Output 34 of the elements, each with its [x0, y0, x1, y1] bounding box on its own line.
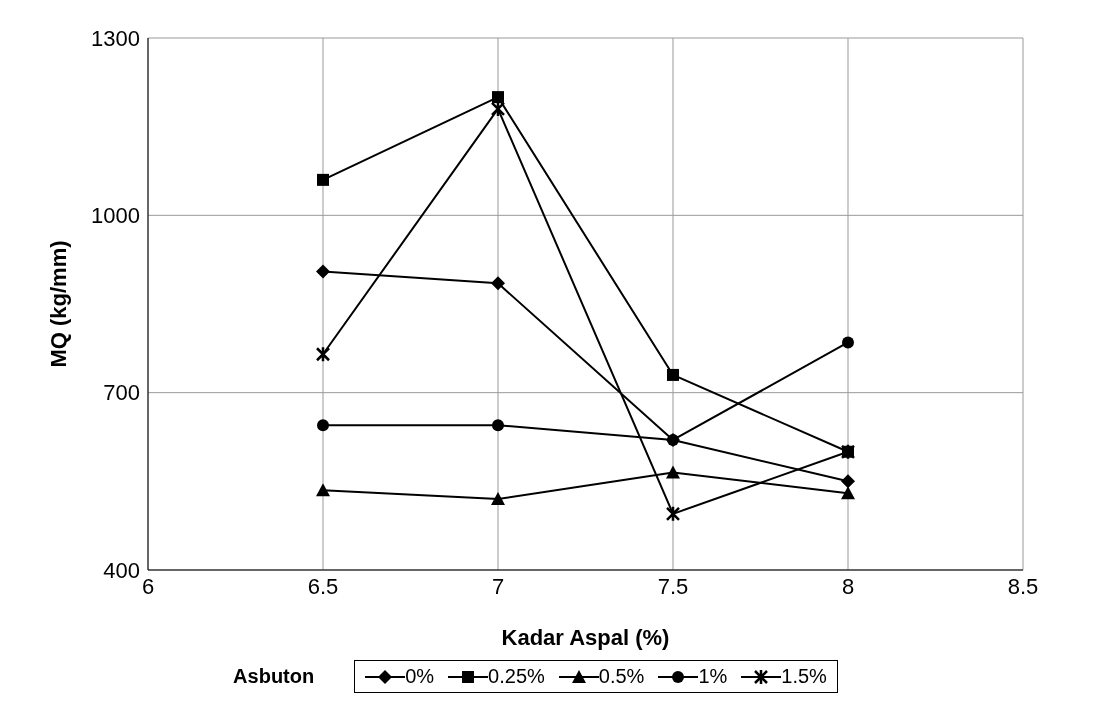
- legend-label: 1.5%: [781, 665, 827, 688]
- x-tick-label: 6: [141, 573, 155, 599]
- legend-label: 1%: [698, 665, 728, 688]
- y-tick-label: 700: [103, 380, 140, 406]
- point: [492, 419, 504, 432]
- x-tick-label: 8.5: [1007, 573, 1039, 599]
- legend-title: Asbuton: [233, 665, 315, 688]
- x-tick-label: 6.5: [307, 573, 339, 599]
- point: [317, 173, 329, 186]
- y-tick-label: 400: [103, 557, 140, 583]
- y-tick-label: 1300: [91, 25, 140, 51]
- point: [667, 433, 679, 446]
- point: [665, 505, 681, 523]
- legend-label: 0.5%: [598, 665, 645, 688]
- point: [315, 345, 331, 363]
- y-tick-label: 1000: [91, 203, 140, 229]
- legend-label: 0.25%: [488, 665, 545, 688]
- point: [491, 492, 505, 506]
- point: [667, 368, 679, 381]
- point: [491, 276, 505, 291]
- point: [841, 474, 855, 489]
- point: [842, 336, 854, 349]
- point: [492, 91, 504, 104]
- point: [317, 419, 329, 432]
- point: [316, 483, 330, 497]
- point: [841, 486, 855, 500]
- point: [316, 264, 330, 279]
- legend-label: 0%: [405, 665, 435, 688]
- x-tick-label: 7.5: [657, 573, 689, 599]
- point: [666, 465, 680, 479]
- x-tick-label: 7: [491, 573, 505, 599]
- x-tick-label: 8: [841, 573, 855, 599]
- x-axis-title: Kadar Aspal (%): [501, 625, 670, 650]
- y-axis-title: MQ (kg/mm): [45, 240, 71, 368]
